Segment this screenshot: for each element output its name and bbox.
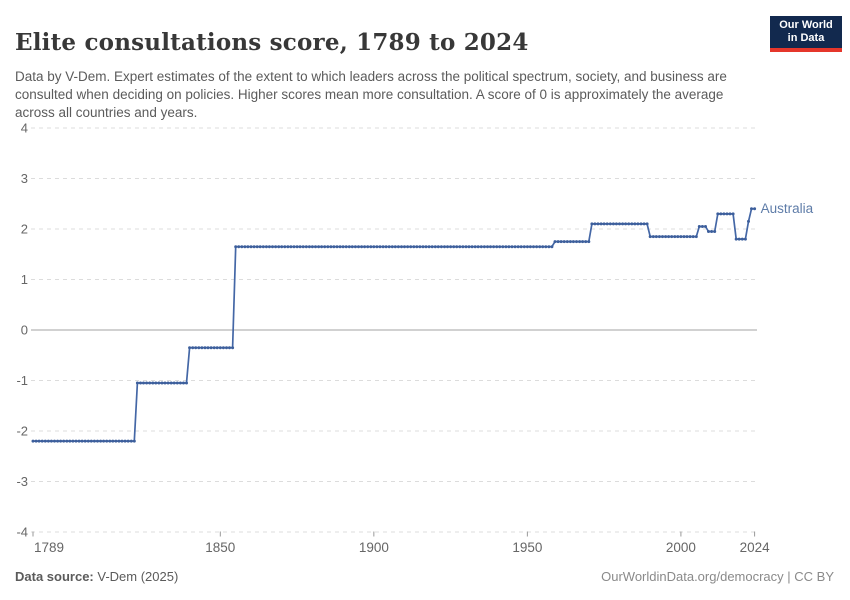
y-tick-label: 4 bbox=[21, 121, 28, 136]
y-tick-label: -1 bbox=[16, 373, 28, 388]
owid-logo-text-line1: Our World bbox=[779, 19, 833, 31]
y-tick-label: 3 bbox=[21, 171, 28, 186]
series-line-australia[interactable] bbox=[33, 207, 755, 442]
y-tick-label: -3 bbox=[16, 474, 28, 489]
data-source-value: V-Dem (2025) bbox=[97, 569, 179, 584]
y-tick-label: -4 bbox=[16, 525, 28, 540]
owid-logo-stripe bbox=[770, 48, 842, 52]
chart-subtitle: Data by V-Dem. Expert estimates of the e… bbox=[15, 68, 727, 120]
series-label-australia[interactable]: Australia bbox=[761, 201, 814, 216]
series-points-australia bbox=[31, 207, 757, 443]
owid-logo-box: Our World in Data bbox=[770, 16, 842, 48]
x-tick-label: 1900 bbox=[359, 540, 389, 555]
x-tick-label: 2000 bbox=[666, 540, 696, 555]
y-tick-label: 0 bbox=[21, 323, 28, 338]
data-source-note: Data source: V-Dem (2025) bbox=[15, 569, 178, 584]
x-tick-label: 1850 bbox=[205, 540, 235, 555]
y-tick-label: 1 bbox=[21, 272, 28, 287]
data-source-label: Data source: bbox=[15, 569, 94, 584]
attribution-link[interactable]: OurWorldinData.org/democracy | CC BY bbox=[601, 569, 834, 584]
x-tick-label: 1789 bbox=[34, 540, 64, 555]
x-tick-label: 1950 bbox=[512, 540, 542, 555]
x-tick-label: 2024 bbox=[740, 540, 771, 555]
chart-title: Elite consultations score, 1789 to 2024 bbox=[15, 29, 529, 57]
owid-logo[interactable]: Our World in Data bbox=[770, 16, 842, 52]
owid-logo-text-line2: in Data bbox=[787, 32, 825, 44]
y-tick-label: -2 bbox=[16, 424, 28, 439]
y-tick-label: 2 bbox=[21, 222, 28, 237]
